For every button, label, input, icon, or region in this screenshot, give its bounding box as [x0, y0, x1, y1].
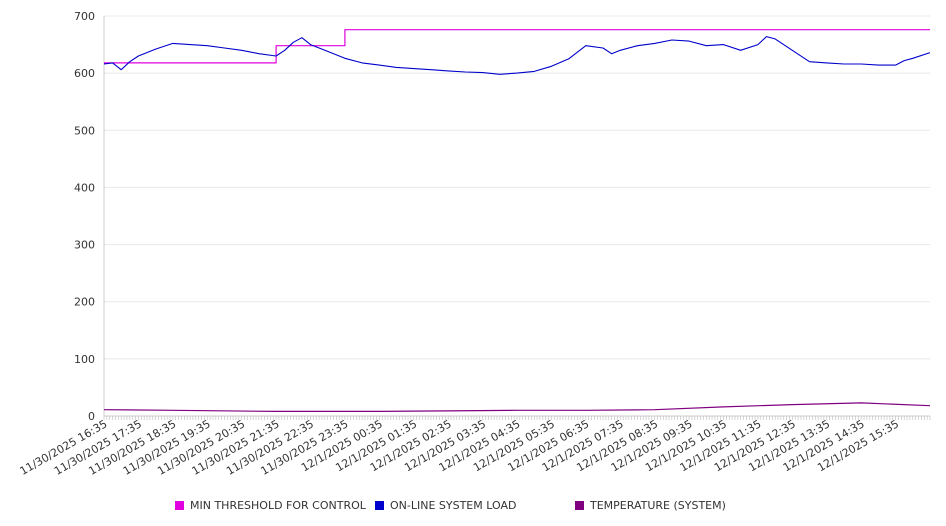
- legend-item-temperature: TEMPERATURE (SYSTEM): [575, 499, 726, 512]
- legend: MIN THRESHOLD FOR CONTROL ON-LINE SYSTEM…: [0, 499, 946, 515]
- legend-swatch-min-threshold: [175, 501, 184, 510]
- series-line-system-load: [103, 36, 931, 75]
- y-tick-label-400: 400: [74, 181, 95, 194]
- axes: [103, 16, 930, 417]
- series-lines: [103, 29, 931, 412]
- series-line-min-threshold: [104, 29, 930, 64]
- legend-label-min-threshold: MIN THRESHOLD FOR CONTROL: [190, 499, 366, 512]
- legend-item-min-threshold: MIN THRESHOLD FOR CONTROL: [175, 499, 366, 512]
- legend-swatch-temperature: [575, 501, 584, 510]
- legend-item-system-load: ON-LINE SYSTEM LOAD: [375, 499, 516, 512]
- y-tick-label-200: 200: [74, 296, 95, 309]
- y-tick-label-700: 700: [74, 10, 95, 23]
- grid-lines: [104, 15, 930, 360]
- y-tick-label-100: 100: [74, 353, 95, 366]
- legend-label-temperature: TEMPERATURE (SYSTEM): [590, 499, 726, 512]
- y-tick-label-600: 600: [74, 67, 95, 80]
- y-axis-ticks: 0 100 200 300 400 500 600 700: [74, 10, 95, 423]
- series-line-temperature: [103, 402, 931, 412]
- legend-label-system-load: ON-LINE SYSTEM LOAD: [390, 499, 517, 512]
- y-tick-label-500: 500: [74, 124, 95, 137]
- legend-swatch-system-load: [375, 501, 384, 510]
- y-tick-label-300: 300: [74, 239, 95, 252]
- y-tick-label-0: 0: [88, 410, 95, 423]
